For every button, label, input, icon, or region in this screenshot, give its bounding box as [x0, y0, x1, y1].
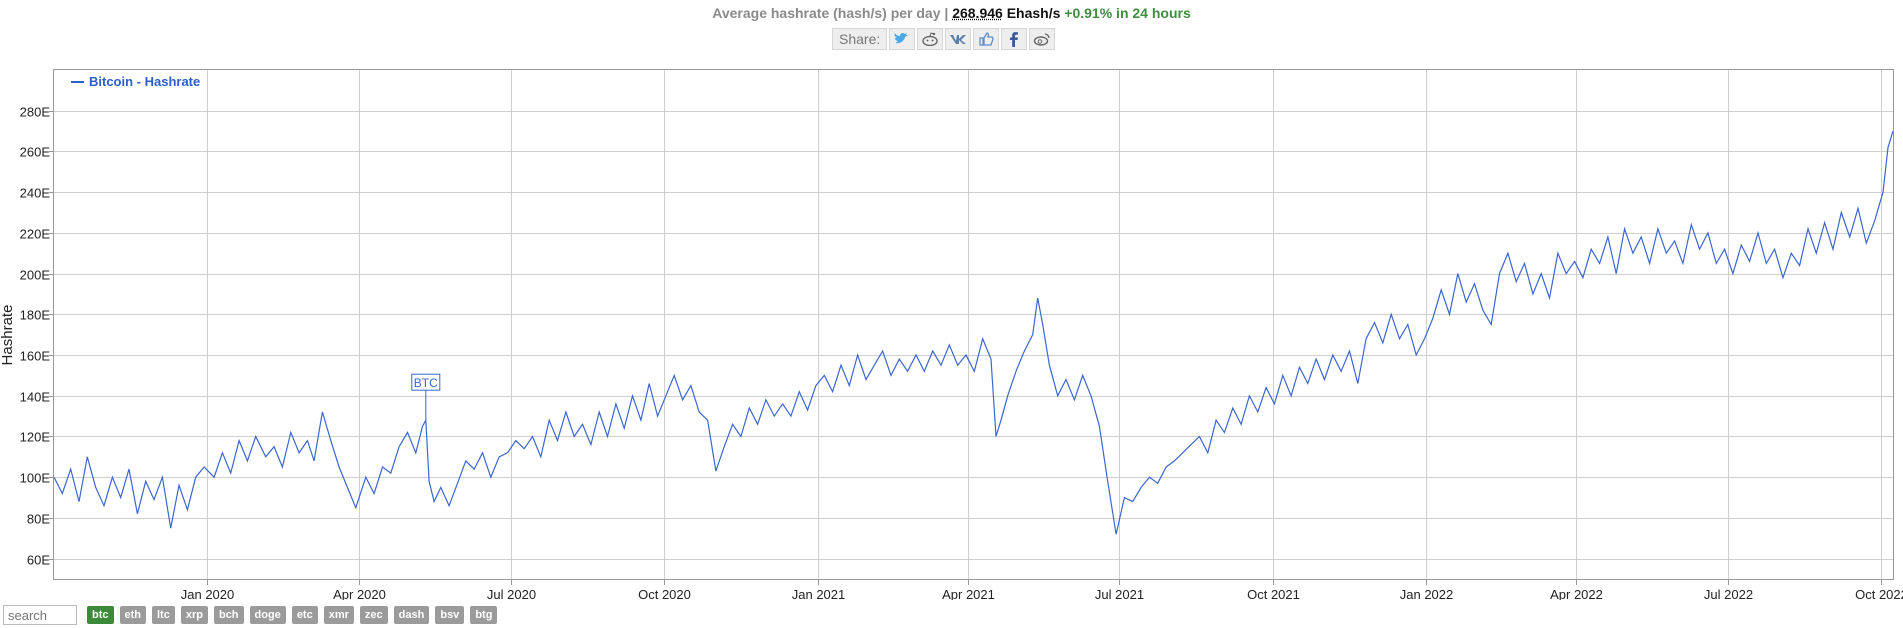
y-tick-label: 120E: [20, 430, 51, 445]
x-tick-label: Jan 2021: [792, 587, 846, 600]
share-label: Share:: [832, 28, 888, 50]
y-tick-label: 200E: [20, 268, 51, 283]
search-input[interactable]: [3, 605, 77, 625]
headline-separator: |: [940, 5, 953, 21]
x-tick-label: Oct 2020: [638, 587, 691, 600]
coin-selector: btc eth ltc xrp bch doge etc xmr zec dash bsv btg: [87, 606, 498, 624]
coin-button-zec[interactable]: zec: [359, 606, 388, 624]
share-bar: Share:: [832, 28, 1056, 50]
y-tick-label: 160E: [20, 349, 51, 364]
y-axis-ticks: 60E 80E 100E 120E 140E 160E 180E 200E 220E 240E 26…: [20, 105, 54, 568]
coin-button-btc[interactable]: btc: [87, 606, 114, 624]
annotation-box: [411, 373, 441, 391]
y-axis-label: Hashrate: [0, 305, 16, 366]
y-tick-label: 140E: [20, 390, 51, 405]
legend[interactable]: Bitcoin - Hashrate: [71, 74, 200, 89]
x-tick-label: Apr 2020: [333, 587, 386, 600]
coin-button-xmr[interactable]: xmr: [323, 606, 354, 624]
chart-headline: Average hashrate (hash/s) per day | 268.…: [0, 5, 1903, 21]
y-tick-label: 220E: [20, 227, 51, 242]
coin-button-etc[interactable]: etc: [291, 606, 318, 624]
coin-button-bsv[interactable]: bsv: [435, 606, 465, 624]
x-tick-label: Jan 2022: [1400, 587, 1454, 600]
coin-button-eth[interactable]: eth: [119, 606, 146, 624]
facebook-icon[interactable]: [1001, 28, 1028, 50]
chart-grid: [54, 70, 1893, 579]
x-tick-label: Jul 2020: [487, 587, 536, 600]
y-tick-label: 100E: [20, 471, 51, 486]
y-tick-label: 240E: [20, 186, 51, 201]
x-tick-label: Apr 2021: [942, 587, 995, 600]
headline-title: Average hashrate (hash/s) per day: [712, 5, 941, 21]
y-tick-label: 180E: [20, 308, 51, 323]
reddit-icon[interactable]: [917, 28, 944, 50]
y-tick-label: 60E: [27, 553, 50, 568]
vk-icon[interactable]: [945, 28, 972, 50]
x-tick-label: Jul 2022: [1704, 587, 1753, 600]
x-tick-label: Apr 2022: [1550, 587, 1603, 600]
x-tick-label: Jul 2021: [1095, 587, 1144, 600]
y-tick-label: 80E: [27, 512, 50, 527]
hashrate-series-line: [53, 130, 1894, 535]
like-icon[interactable]: [973, 28, 1000, 50]
coin-button-xrp[interactable]: xrp: [180, 606, 208, 624]
x-tick-label: Jan 2020: [181, 587, 235, 600]
x-tick-label: Oct 2021: [1247, 587, 1300, 600]
y-tick-label: 280E: [20, 105, 51, 120]
x-tick-label: Oct 2022: [1855, 587, 1903, 600]
x-axis-ticks: Jan 2020 Apr 2020 Jul 2020 Oct 2020 Jan 2021…: [181, 579, 1903, 600]
weibo-icon[interactable]: [1029, 28, 1056, 50]
coin-button-doge[interactable]: doge: [249, 606, 286, 624]
hashrate-chart: 60E 80E 100E 120E 140E 160E 180E 200E 220E 240E 26…: [0, 69, 1903, 600]
current-hashrate-unit: Ehash/s: [1002, 5, 1061, 21]
annotation-label[interactable]: BTC: [414, 376, 438, 390]
coin-button-ltc[interactable]: ltc: [152, 606, 175, 624]
coin-button-dash[interactable]: dash: [393, 606, 430, 624]
plot-frame: [53, 69, 1894, 580]
btc-annotation[interactable]: BTC: [411, 373, 441, 421]
twitter-icon[interactable]: [889, 28, 916, 50]
coin-button-btg[interactable]: btg: [470, 606, 498, 624]
y-tick-label: 260E: [20, 145, 51, 160]
legend-label[interactable]: Bitcoin - Hashrate: [89, 74, 200, 89]
coin-button-bch[interactable]: bch: [213, 606, 244, 624]
current-hashrate-value: 268.946: [952, 5, 1003, 21]
hashrate-change: +0.91% in 24 hours: [1064, 5, 1191, 21]
